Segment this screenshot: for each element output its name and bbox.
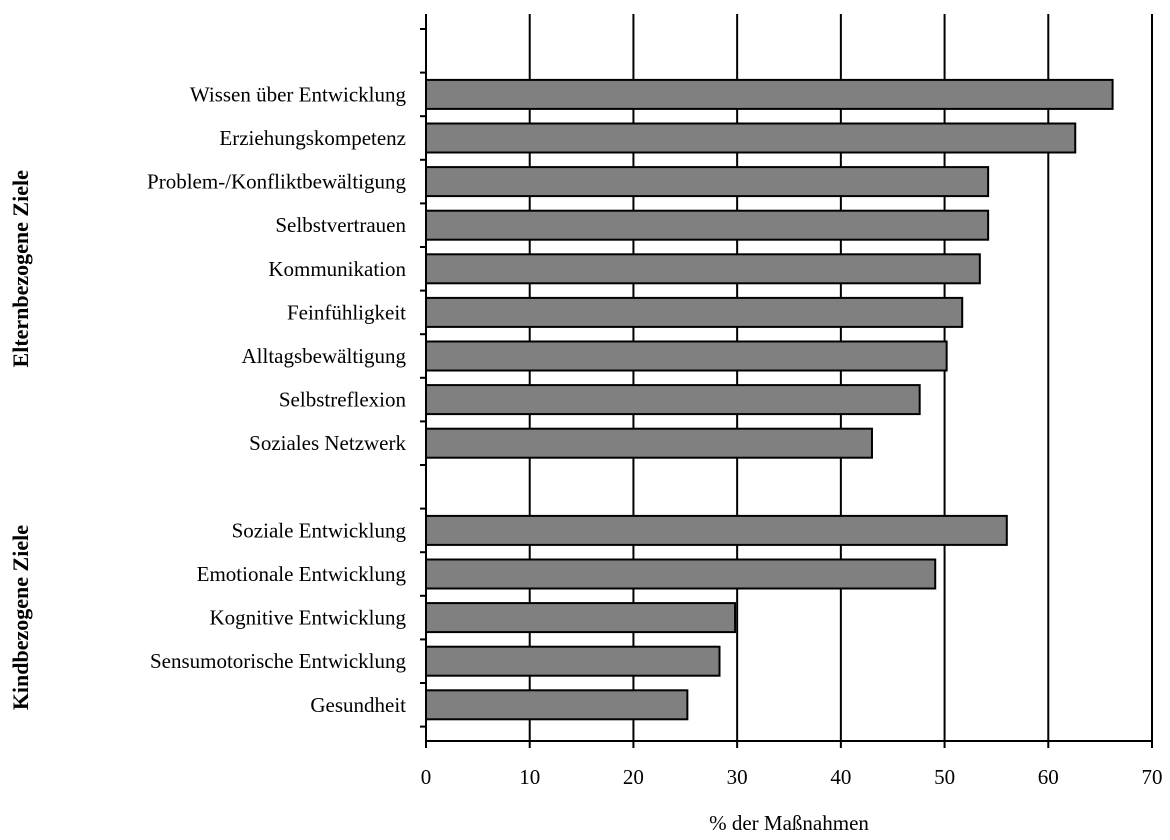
category-label-6: Alltagsbewältigung bbox=[242, 344, 407, 368]
bars bbox=[425, 78, 1114, 721]
category-label-9: Soziale Entwicklung bbox=[232, 518, 407, 542]
category-label-10: Emotionale Entwicklung bbox=[197, 562, 407, 586]
category-label-2: Problem-/Konfliktbewältigung bbox=[147, 170, 406, 194]
bar-2 bbox=[425, 166, 990, 198]
x-tick-label-60: 60 bbox=[1038, 765, 1059, 789]
labels: 0 10 20 30 40 50 60 70 Wissen über Entwicklung Er… bbox=[8, 82, 1163, 789]
bar-9 bbox=[425, 514, 1008, 546]
category-label-0: Wissen über Entwicklung bbox=[190, 82, 407, 106]
axes bbox=[420, 14, 1153, 748]
category-label-7: Selbstreflexion bbox=[279, 388, 407, 412]
x-tick-label-20: 20 bbox=[623, 765, 644, 789]
category-label-1: Erziehungskompetenz bbox=[219, 126, 406, 150]
group-label-1: Kindbezogene Ziele bbox=[8, 525, 33, 710]
x-tick-label-10: 10 bbox=[519, 765, 540, 789]
category-label-4: Kommunikation bbox=[268, 257, 406, 281]
x-axis-title: % der Maßnahmen bbox=[709, 811, 869, 835]
bar-3 bbox=[425, 209, 990, 241]
group-label-0: Elternbezogene Ziele bbox=[8, 170, 33, 368]
x-tick-label-40: 40 bbox=[830, 765, 851, 789]
category-label-12: Sensumotorische Entwicklung bbox=[150, 649, 407, 673]
bar-7 bbox=[425, 384, 921, 416]
x-tick-label-30: 30 bbox=[727, 765, 748, 789]
bar-5 bbox=[425, 296, 964, 328]
x-tick-label-0: 0 bbox=[421, 765, 432, 789]
bar-11 bbox=[425, 602, 737, 634]
category-label-8: Soziales Netzwerk bbox=[249, 431, 406, 455]
bar-12 bbox=[425, 645, 721, 677]
category-label-3: Selbstvertrauen bbox=[275, 213, 406, 237]
category-label-11: Kognitive Entwicklung bbox=[209, 606, 406, 630]
category-label-5: Feinfühligkeit bbox=[287, 300, 406, 324]
bar-10 bbox=[425, 558, 937, 590]
x-tick-label-50: 50 bbox=[934, 765, 955, 789]
bar-0 bbox=[425, 78, 1114, 110]
bar-13 bbox=[425, 689, 689, 721]
x-tick-label-70: 70 bbox=[1142, 765, 1163, 789]
category-label-13: Gesundheit bbox=[310, 693, 406, 717]
bar-8 bbox=[425, 427, 873, 459]
bar-1 bbox=[425, 122, 1077, 154]
bar-4 bbox=[425, 253, 981, 285]
bar-6 bbox=[425, 340, 948, 372]
